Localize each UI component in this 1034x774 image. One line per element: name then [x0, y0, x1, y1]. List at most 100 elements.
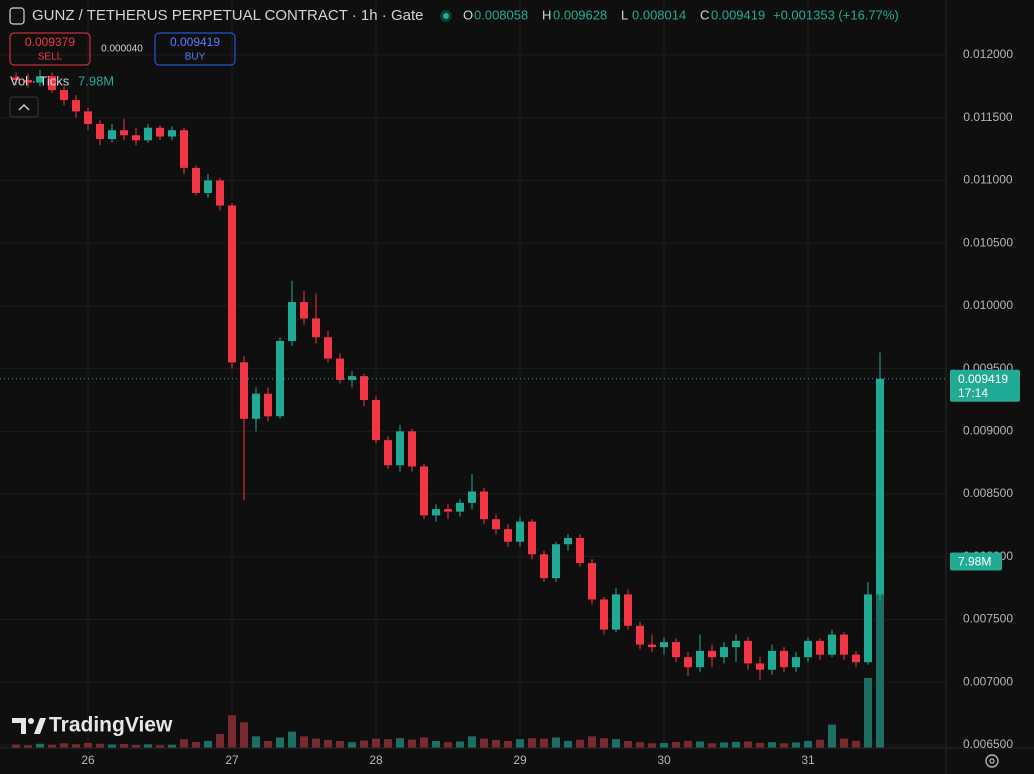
- candle-body: [852, 654, 860, 663]
- sell-price[interactable]: 0.009379: [25, 35, 75, 49]
- candle-body: [660, 642, 668, 648]
- volume-bar: [720, 742, 728, 748]
- volume-bar: [48, 744, 56, 748]
- buy-label[interactable]: BUY: [185, 52, 206, 63]
- volume-bar: [216, 733, 224, 748]
- volume-label: 7.98M: [958, 555, 991, 569]
- volume-bar: [252, 736, 260, 748]
- candle-body: [720, 647, 728, 658]
- volume-bar: [864, 677, 872, 748]
- buy-price[interactable]: 0.009419: [170, 35, 220, 49]
- candle-body: [120, 130, 128, 136]
- volume-bar: [228, 715, 236, 748]
- volume-bar: [372, 738, 380, 748]
- candle-body: [348, 376, 356, 380]
- candle-body: [672, 642, 680, 658]
- settings-icon[interactable]: [989, 758, 995, 764]
- y-tick-label: 0.010000: [963, 298, 1013, 312]
- volume-bar: [780, 743, 788, 748]
- volume-bar: [156, 745, 164, 748]
- volume-bar: [792, 742, 800, 748]
- last-price-box: [950, 369, 1020, 402]
- x-tick-label: 27: [225, 753, 239, 767]
- candle-body: [480, 491, 488, 520]
- y-tick-label: 0.012000: [963, 47, 1013, 61]
- volume-bar: [24, 745, 32, 748]
- ohlc-value: 0.008014: [632, 7, 686, 22]
- volume-bar: [324, 739, 332, 748]
- volume-bar: [876, 561, 884, 748]
- volume-bar: [240, 722, 248, 748]
- candle-body: [48, 76, 56, 91]
- ohlc-legend: O 0.008058 H 0.009628 L 0.008014 C 0.009419 +0.0…: [463, 7, 899, 22]
- candle-body: [12, 77, 20, 81]
- volume-bar: [204, 740, 212, 748]
- candle-body: [312, 318, 320, 338]
- volume-bar: [72, 744, 80, 748]
- candle-body: [408, 431, 416, 467]
- sell-label[interactable]: SELL: [38, 52, 63, 63]
- volume-bar: [696, 741, 704, 748]
- candle-body: [180, 130, 188, 168]
- candle-body: [732, 640, 740, 648]
- volume-bar: [612, 739, 620, 748]
- candle-body: [252, 393, 260, 419]
- volume-bar: [108, 744, 116, 748]
- sell-button[interactable]: [9, 32, 91, 66]
- volume-legend-name: Vol · Ticks: [10, 73, 70, 88]
- last-price-label: 0.009419: [958, 372, 1008, 386]
- candle-body: [336, 358, 344, 380]
- volume-bar: [732, 741, 740, 748]
- candle-body: [468, 491, 476, 503]
- volume-bar: [444, 742, 452, 748]
- candle-body: [420, 466, 428, 516]
- volume-bar: [132, 744, 140, 748]
- volume-bar: [648, 743, 656, 748]
- candle-body: [792, 657, 800, 668]
- volume-layer: [12, 561, 884, 748]
- collapse-button[interactable]: [9, 96, 39, 118]
- logo-icon: [12, 718, 26, 734]
- candle-body: [744, 640, 752, 664]
- volume-bar: [672, 741, 680, 748]
- volume-bar: [504, 740, 512, 748]
- volume-bar: [852, 740, 860, 748]
- buy-button[interactable]: [154, 32, 236, 66]
- candle-body: [432, 509, 440, 516]
- candle-body: [588, 563, 596, 600]
- volume-bar: [576, 739, 584, 748]
- volume-bar: [684, 740, 692, 748]
- candle-body: [192, 167, 200, 193]
- volume-bar: [456, 741, 464, 748]
- candle-body: [564, 537, 572, 545]
- candle-body: [528, 521, 536, 555]
- volume-bar: [600, 738, 608, 748]
- candle-body: [240, 362, 248, 419]
- candle-body: [72, 100, 80, 112]
- candle-body: [372, 399, 380, 441]
- change: +0.001353 (+16.77%): [773, 7, 899, 22]
- candle-layer: [0, 70, 946, 680]
- volume-bar: [96, 743, 104, 748]
- volume-bar: [624, 740, 632, 748]
- logo-icon: [34, 718, 46, 734]
- volume-bar: [816, 739, 824, 748]
- volume-bar: [804, 740, 812, 748]
- candle-body: [552, 544, 560, 579]
- candle-body: [156, 127, 164, 137]
- collapse-icon[interactable]: [18, 104, 30, 111]
- settings-icon[interactable]: [985, 754, 999, 768]
- volume-bar: [348, 742, 356, 748]
- volume-bar: [12, 744, 20, 748]
- volume-bar: [552, 737, 560, 748]
- candle-body: [384, 440, 392, 466]
- candle-body: [144, 127, 152, 141]
- candle-body: [456, 502, 464, 512]
- status-dot: [443, 13, 449, 19]
- candle-body: [804, 640, 812, 658]
- candle-body: [780, 650, 788, 668]
- chart-title: GUNZ / TETHERUS PERPETUAL CONTRACT · 1h …: [32, 7, 423, 24]
- candle-body: [228, 205, 236, 363]
- candle-body: [204, 180, 212, 193]
